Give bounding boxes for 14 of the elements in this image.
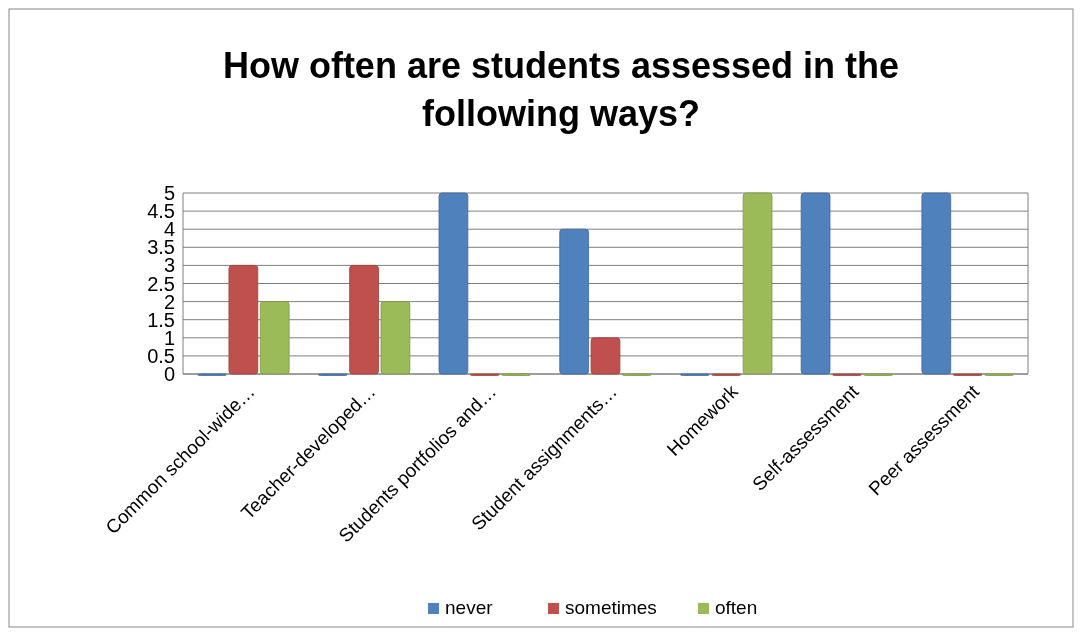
bar xyxy=(921,192,952,375)
legend-label: never xyxy=(445,597,494,618)
bar xyxy=(380,301,411,375)
bar xyxy=(349,265,379,375)
legend-label: sometimes xyxy=(565,597,657,618)
bar xyxy=(228,265,259,375)
bar xyxy=(438,192,469,375)
bar xyxy=(590,337,621,375)
bar xyxy=(259,301,290,375)
bar xyxy=(742,192,773,375)
chart-title: How often are students assessed in the following ways? xyxy=(222,45,900,134)
legend-label: often xyxy=(715,597,758,618)
bar xyxy=(800,192,831,375)
bar xyxy=(559,228,589,375)
